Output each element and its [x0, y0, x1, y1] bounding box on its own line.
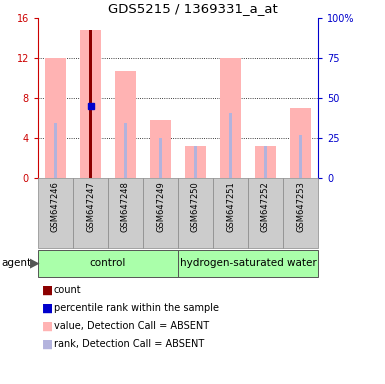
Text: ■: ■: [42, 301, 53, 314]
Bar: [220, 58, 241, 178]
Bar: [264, 146, 267, 178]
Text: agent: agent: [1, 258, 31, 268]
Bar: [299, 135, 302, 178]
Text: hydrogen-saturated water: hydrogen-saturated water: [180, 258, 316, 268]
Bar: [229, 113, 232, 178]
Bar: [73, 178, 108, 248]
Text: ▶: ▶: [30, 257, 40, 270]
Text: count: count: [54, 285, 82, 295]
Bar: [185, 146, 206, 178]
Bar: [248, 178, 283, 248]
Text: GSM647250: GSM647250: [191, 182, 200, 232]
Text: GDS5215 / 1369331_a_at: GDS5215 / 1369331_a_at: [108, 2, 277, 15]
Bar: [124, 123, 127, 178]
Bar: [38, 178, 73, 248]
Bar: [38, 250, 178, 276]
Text: percentile rank within the sample: percentile rank within the sample: [54, 303, 219, 313]
Bar: [143, 178, 178, 248]
Text: ■: ■: [42, 338, 53, 351]
Text: rank, Detection Call = ABSENT: rank, Detection Call = ABSENT: [54, 339, 204, 349]
Bar: [108, 178, 143, 248]
Bar: [159, 138, 162, 178]
Text: control: control: [90, 258, 126, 268]
Bar: [283, 178, 318, 248]
Bar: [213, 178, 248, 248]
Bar: [80, 30, 101, 178]
Bar: [89, 30, 92, 178]
Text: GSM647248: GSM647248: [121, 182, 130, 232]
Bar: [194, 146, 197, 178]
Bar: [45, 58, 66, 178]
Text: ■: ■: [42, 319, 53, 333]
Bar: [178, 178, 213, 248]
Text: GSM647251: GSM647251: [226, 182, 235, 232]
Bar: [115, 71, 136, 178]
Bar: [178, 250, 318, 276]
Bar: [150, 120, 171, 178]
Text: GSM647253: GSM647253: [296, 182, 305, 232]
Text: GSM647249: GSM647249: [156, 182, 165, 232]
Bar: [290, 108, 311, 178]
Text: ■: ■: [42, 283, 53, 296]
Text: value, Detection Call = ABSENT: value, Detection Call = ABSENT: [54, 321, 209, 331]
Bar: [54, 123, 57, 178]
Text: GSM647246: GSM647246: [51, 182, 60, 232]
Bar: [254, 146, 276, 178]
Text: GSM647247: GSM647247: [86, 182, 95, 232]
Text: GSM647252: GSM647252: [261, 182, 270, 232]
